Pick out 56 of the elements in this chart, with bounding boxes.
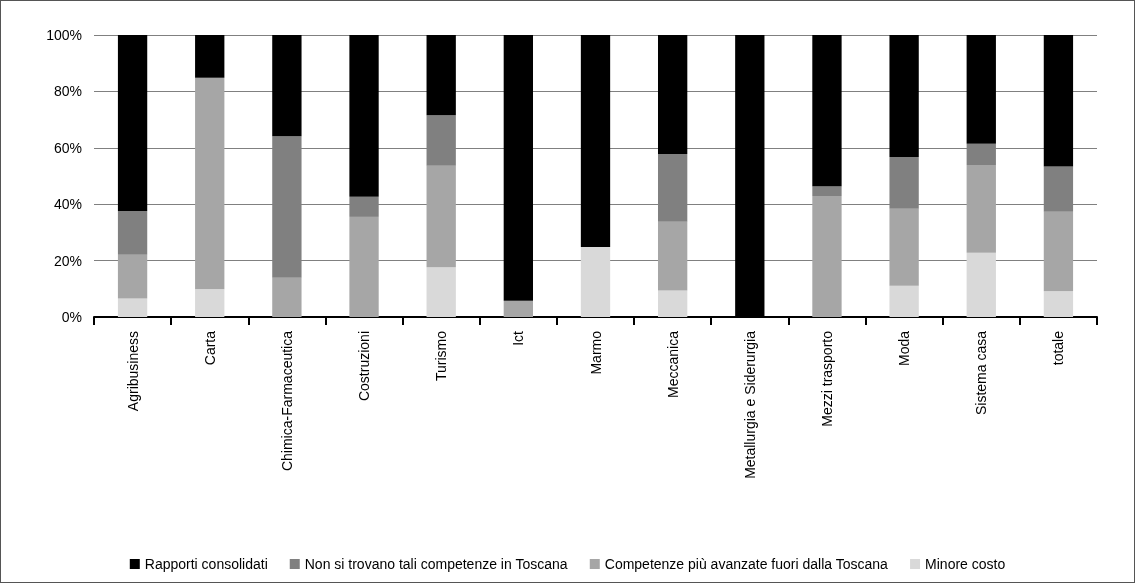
bar	[1043, 35, 1074, 167]
x-tick-label: Costruzioni	[356, 331, 373, 402]
bar	[657, 221, 688, 291]
bar	[117, 35, 148, 211]
bar	[195, 35, 225, 78]
bar	[117, 298, 148, 317]
bar	[966, 165, 996, 253]
x-tick-label: Metallurgia e Siderurgia	[741, 330, 758, 479]
bar	[349, 216, 379, 317]
y-tick-label: 0%	[61, 309, 82, 325]
bar	[1043, 291, 1074, 317]
bar	[966, 252, 996, 317]
y-tick-label: 80%	[53, 83, 82, 100]
bar	[503, 300, 534, 317]
bar	[657, 35, 688, 154]
legend-label: Non si trovano tali competenze in Toscana	[304, 556, 568, 572]
bar	[812, 186, 842, 197]
bar	[349, 35, 379, 197]
x-tick-label: totale	[1050, 330, 1067, 366]
x-tick-label: Moda	[896, 330, 913, 367]
y-tick-label: 60%	[53, 139, 82, 156]
bar	[272, 277, 302, 317]
bar	[889, 285, 919, 317]
bar	[426, 267, 456, 317]
bar	[272, 35, 302, 137]
x-tick-label: Chimica-Farmaceutica	[278, 330, 295, 472]
bar	[1043, 211, 1074, 292]
bar	[657, 290, 688, 317]
bar	[117, 210, 148, 255]
y-tick-label: 40%	[53, 196, 82, 213]
bar	[195, 289, 225, 317]
bar	[426, 35, 456, 116]
bar	[426, 165, 456, 268]
bar	[812, 35, 842, 187]
x-tick-label: Agribusiness	[124, 331, 141, 412]
bar	[195, 77, 225, 290]
bar	[580, 247, 611, 317]
bar	[889, 35, 919, 158]
x-tick-label: Ict	[510, 330, 527, 346]
y-tick-label: 20%	[53, 252, 82, 269]
x-tick-label: Sistema casa	[973, 330, 990, 416]
bar	[966, 35, 996, 144]
legend-label: Rapporti consolidati	[144, 556, 268, 572]
x-tick-label: Carta	[201, 330, 218, 366]
bar	[503, 35, 534, 301]
x-tick-label: Turismo	[433, 330, 450, 382]
bar	[117, 254, 148, 299]
bar	[580, 35, 611, 248]
x-tick-label: Marmo	[587, 330, 604, 375]
y-tick-label: 100%	[46, 27, 82, 43]
bar	[812, 196, 842, 317]
bar	[889, 208, 919, 286]
x-tick-label: Meccanica	[664, 330, 681, 398]
x-tick-label: Mezzi trasporto	[818, 330, 835, 427]
legend-label: Minore costo	[925, 556, 1006, 572]
legend-label: Competenze più avanzate fuori dalla Toscana	[604, 556, 889, 572]
